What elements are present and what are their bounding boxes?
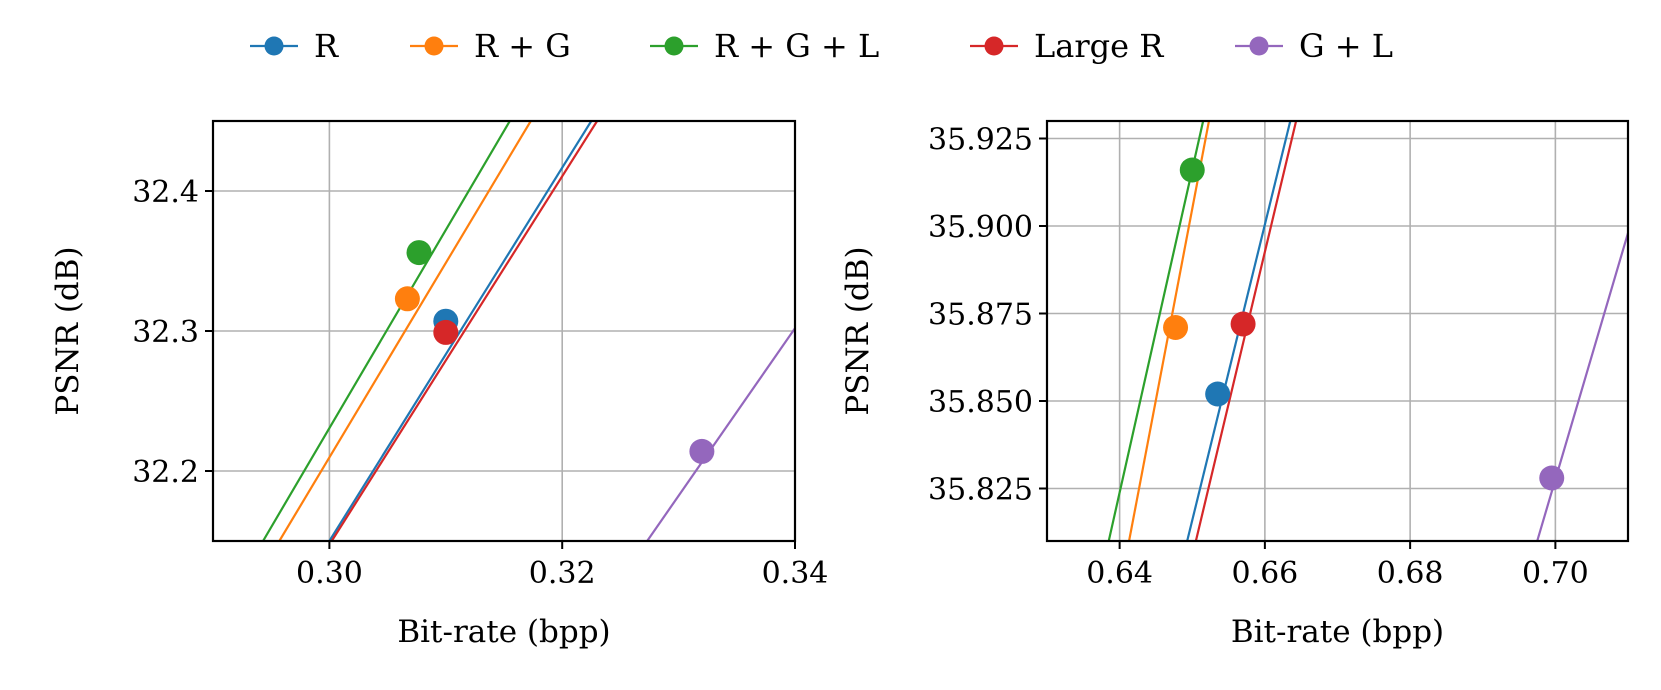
legend-marker: [664, 36, 684, 56]
data-point-r-plus-g-plus-l: [406, 240, 432, 266]
right-chart-panel: 0.64 0.66 0.68 0.70 35.825 35.850 35.875 35.900…: [840, 119, 1630, 650]
data-point-r: [1205, 381, 1231, 407]
x-tick-label: 0.70: [1522, 556, 1589, 591]
plot-area: [262, 121, 795, 541]
y-tick-label: 35.825: [928, 473, 1033, 508]
data-point-r-plus-g: [394, 286, 420, 312]
x-axis-label: Bit-rate (bpp): [1231, 614, 1444, 650]
x-tick-label: 0.66: [1231, 556, 1298, 591]
plot-area: [1107, 121, 1628, 541]
y-tick-label: 35.925: [928, 123, 1033, 158]
legend-label: R: [314, 27, 339, 65]
x-tick-label: 0.32: [529, 556, 596, 591]
series-line-large-r: [330, 121, 599, 541]
series-line-g-plus-l: [1536, 232, 1628, 541]
y-tick-label: 32.2: [132, 455, 199, 490]
y-tick-label: 35.850: [928, 385, 1033, 420]
series-line-r-plus-g-plus-l: [262, 121, 511, 541]
legend-marker: [984, 36, 1004, 56]
x-tick-label: 0.68: [1377, 556, 1444, 591]
data-point-r-plus-g-plus-l: [1179, 157, 1205, 183]
y-tick-label: 32.3: [132, 315, 199, 350]
y-axis-label: PSNR (dB): [840, 246, 876, 415]
x-tick-label: 0.64: [1086, 556, 1153, 591]
data-point-g-plus-l: [689, 438, 715, 464]
grid: [213, 121, 796, 541]
x-tick-label: 0.30: [296, 556, 363, 591]
legend-marker: [264, 36, 284, 56]
grid: [1047, 121, 1628, 541]
legend-item-g-plus-l: G + L: [1235, 27, 1393, 65]
axes-frame: [1045, 119, 1630, 543]
series-line-r-plus-g-plus-l: [1107, 121, 1205, 541]
data-point-r-plus-g: [1163, 315, 1189, 340]
legend-item-r-plus-g: R + G: [410, 27, 571, 65]
legend-marker: [1249, 36, 1269, 56]
data-point-large-r: [433, 319, 459, 345]
legend-marker: [424, 36, 444, 56]
legend-item-r-plus-g-plus-l: R + G + L: [650, 27, 879, 65]
y-tick-label: 35.900: [928, 210, 1033, 245]
left-chart-panel: 0.30 0.32 0.34 32.2 32.3 32.4 Bit-rate (bpp) PS…: [50, 119, 829, 650]
y-tick-label: 32.4: [132, 175, 199, 210]
legend-item-large-r: Large R: [970, 27, 1164, 65]
data-point-g-plus-l: [1539, 465, 1565, 491]
series-line-g-plus-l: [646, 327, 795, 541]
x-axis-label: Bit-rate (bpp): [397, 614, 610, 650]
series-line-r-plus-g: [278, 121, 532, 541]
y-tick-label: 35.875: [928, 298, 1033, 333]
legend: R R + G R + G + L Large R G + L: [250, 27, 1393, 65]
data-point-large-r: [1230, 311, 1256, 337]
legend-label: R + G + L: [714, 27, 879, 65]
legend-item-r: R: [250, 27, 339, 65]
x-tick-label: 0.34: [762, 556, 829, 591]
legend-label: Large R: [1034, 27, 1164, 65]
legend-label: G + L: [1299, 27, 1393, 65]
legend-label: R + G: [474, 27, 571, 65]
y-axis-label: PSNR (dB): [50, 246, 86, 415]
series-line-r: [328, 121, 593, 541]
